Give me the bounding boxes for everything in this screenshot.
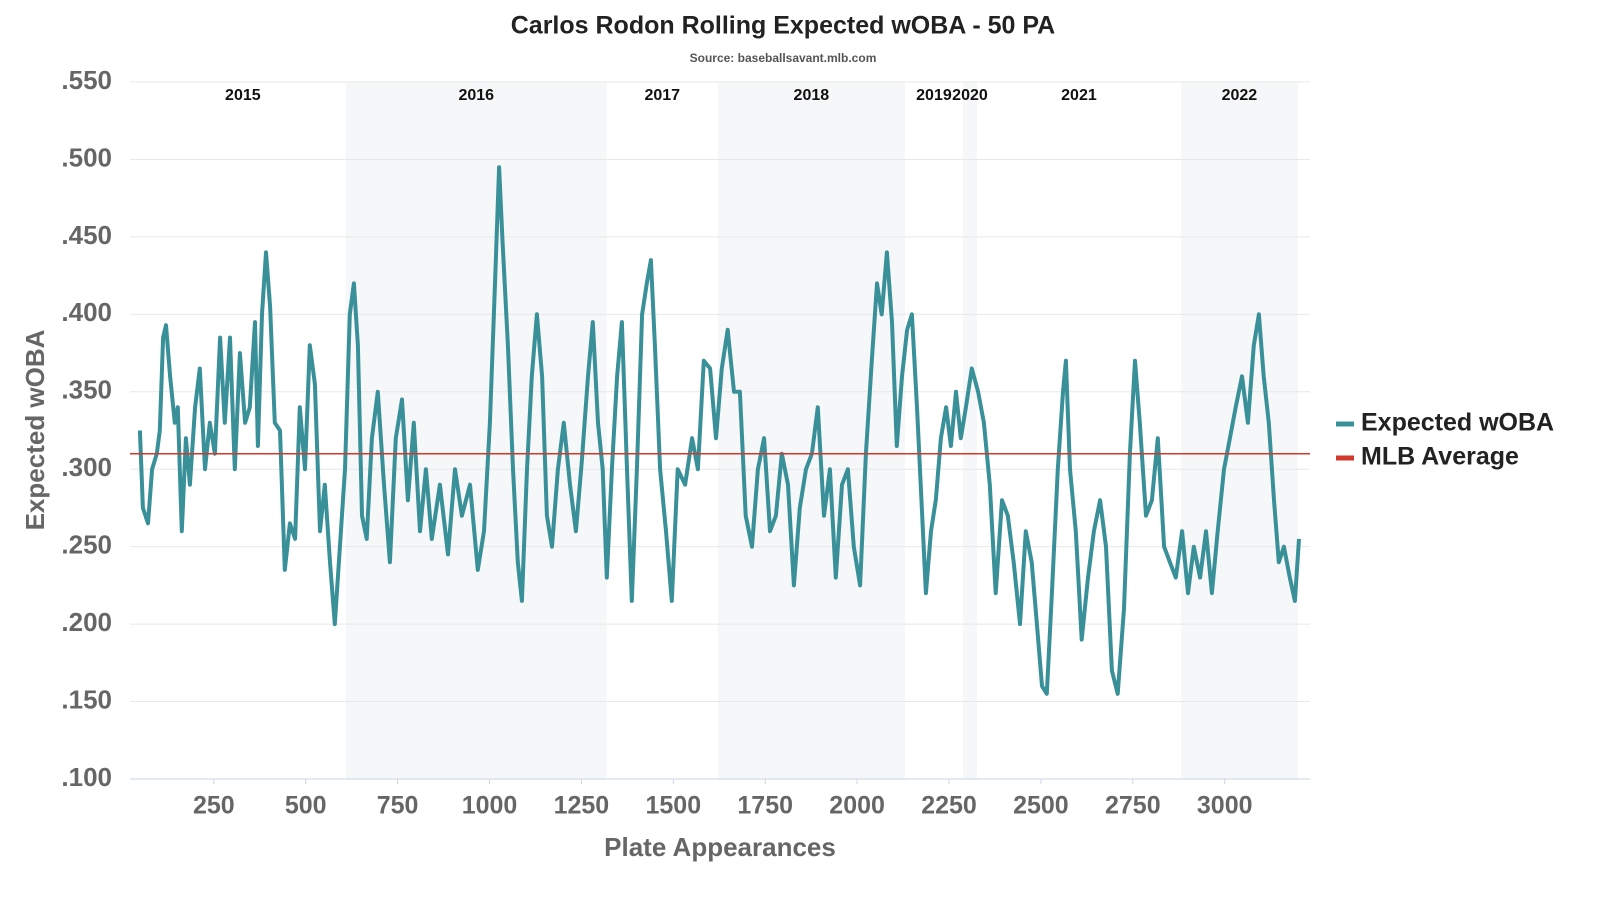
season-label: 2017 <box>644 87 680 104</box>
chart-subtitle: Source: baseballsavant.mlb.com <box>690 51 877 65</box>
x-tick-label: 2250 <box>921 792 977 820</box>
y-tick-label: .450 <box>61 220 112 250</box>
chart-title: Carlos Rodon Rolling Expected wOBA - 50 … <box>511 12 1056 40</box>
x-tick-label: 250 <box>193 792 235 820</box>
x-tick-label: 500 <box>285 792 327 820</box>
y-tick-label: .500 <box>61 142 112 172</box>
x-tick-label: 1000 <box>462 792 518 820</box>
x-tick-label: 750 <box>377 792 419 820</box>
season-band <box>345 82 607 779</box>
y-tick-label: .100 <box>61 762 112 792</box>
x-tick-label: 3000 <box>1197 792 1253 820</box>
y-tick-label: .200 <box>61 607 112 637</box>
season-band <box>962 82 977 779</box>
y-tick-label: .250 <box>61 530 112 560</box>
season-label: 2019 <box>916 87 952 104</box>
series-line <box>137 165 1301 696</box>
x-axis-title: Plate Appearances <box>604 832 836 862</box>
season-band <box>1180 82 1298 779</box>
season-bands: 2015 2016 2017 2018 2019 2020 2021 2022 <box>225 82 1298 779</box>
x-tick-label: 1500 <box>646 792 702 820</box>
x-tick-label: 1250 <box>554 792 610 820</box>
season-band <box>717 82 905 779</box>
season-label: 2016 <box>458 87 494 104</box>
x-tick-label: 1750 <box>737 792 793 820</box>
x-tick-label: 2500 <box>1013 792 1069 820</box>
y-tick-label: .350 <box>61 375 112 405</box>
x-tick-label: 2750 <box>1105 792 1161 820</box>
season-label: 2020 <box>952 87 988 104</box>
plot <box>130 165 1310 696</box>
y-tick-label: .150 <box>61 684 112 714</box>
legend-label: MLB Average <box>1361 443 1519 471</box>
season-label: 2015 <box>225 87 261 104</box>
season-label: 2021 <box>1061 87 1097 104</box>
season-label: 2022 <box>1222 87 1258 104</box>
x-tick-label: 2000 <box>829 792 885 820</box>
y-tick-label: .550 <box>61 65 112 95</box>
y-axis-title: Expected wOBA <box>20 329 50 530</box>
legend: Expected wOBA MLB Average <box>1336 409 1554 471</box>
legend-label: Expected wOBA <box>1361 409 1554 437</box>
grid: .100 .150 .200 .250 .300 .350 .400 .450 .500 .550… <box>61 65 1310 820</box>
y-tick-label: .400 <box>61 297 112 327</box>
season-label: 2018 <box>794 87 830 104</box>
y-tick-label: .300 <box>61 452 112 482</box>
